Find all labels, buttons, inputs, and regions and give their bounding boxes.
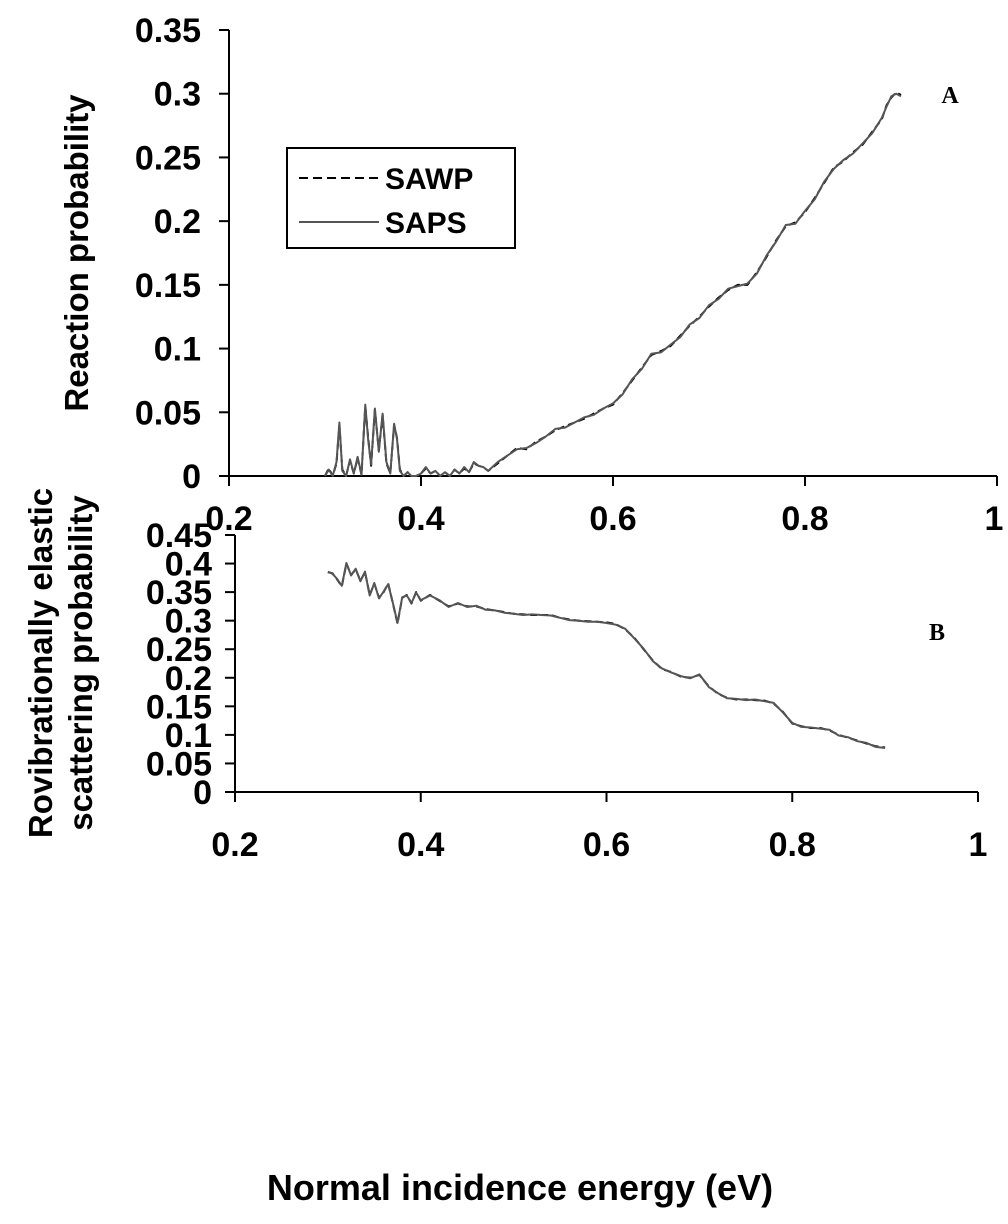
y-tick-label: 0.3 (165, 603, 212, 641)
legend-entry-sawp: SAWP (385, 163, 473, 196)
series-line-dashed (327, 562, 886, 749)
y-axis-label: Rovibrationally elasticscattering probab… (22, 488, 99, 838)
y-axis-label: Reaction probability (58, 94, 95, 412)
y-tick-label: 0 (193, 774, 212, 812)
y-tick-label: 0.35 (146, 574, 212, 612)
y-tick-label: 0.1 (165, 717, 212, 755)
panel-label: A (941, 83, 959, 109)
x-tick-label: 0.8 (781, 500, 828, 538)
y-tick-label: 0 (182, 458, 201, 496)
series-line-solid (327, 562, 886, 749)
x-tick-label: 0.2 (205, 500, 252, 538)
chart-panel-a: 0 0.05 0.1 0.15 0.2 0.25 0.3 0.35 0.2 0.4 0.6 0.8 1 R… (58, 12, 1003, 538)
chart-panel-b: 00.050.10.150.20.250.30.350.40.450.2 0.4 0… (22, 488, 987, 1208)
x-axis-label: Normal incidence energy (eV) (267, 1167, 773, 1208)
y-tick-label: 0.2 (165, 660, 212, 698)
y-tick-label: 0.15 (135, 267, 201, 305)
y-tick-label: 0.2 (154, 203, 201, 241)
legend-box (286, 147, 516, 249)
y-tick-label: 0.15 (146, 688, 212, 726)
y-tick-label: 0.05 (135, 394, 201, 432)
x-tick-label: 1 (969, 826, 988, 864)
x-tick-label: 0.6 (589, 500, 636, 538)
y-tick-label: 0.1 (154, 331, 201, 369)
y-tick-label: 0.25 (146, 631, 212, 669)
y-tick-label: 0.4 (165, 546, 212, 584)
x-tick-label: 0.4 (397, 826, 444, 864)
series-line-saps (324, 92, 902, 477)
x-tick-label: 0.4 (397, 500, 444, 538)
legend-entry-saps: SAPS (385, 207, 467, 240)
x-tick-label: 0.8 (769, 826, 816, 864)
y-tick-label: 0.25 (135, 139, 201, 177)
x-tick-label: 0.2 (211, 826, 258, 864)
y-tick-label: 0.05 (146, 745, 212, 783)
y-tick-label: 0.3 (154, 76, 201, 114)
y-tick-label: 0.45 (146, 517, 212, 555)
y-tick-label: 0.35 (135, 12, 201, 50)
x-tick-label: 1 (985, 500, 1004, 538)
x-tick-label: 0.6 (583, 826, 630, 864)
panel-label: B (929, 620, 945, 646)
